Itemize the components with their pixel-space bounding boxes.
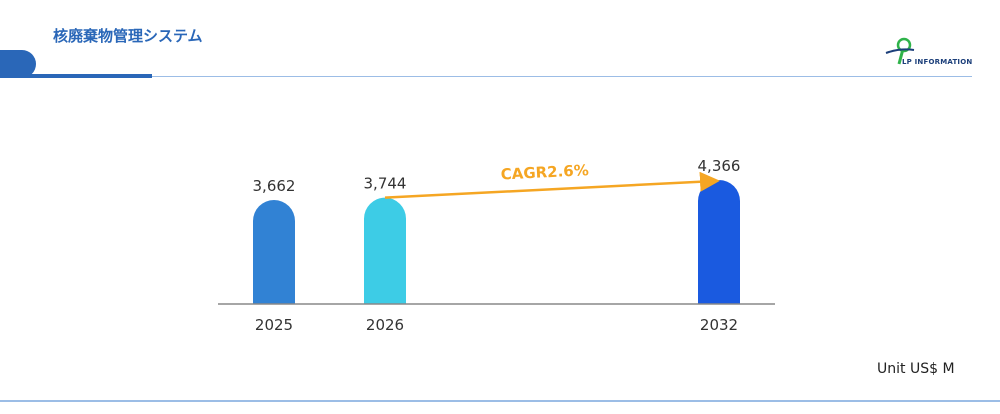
header-divider — [152, 76, 972, 77]
x-tick-label-2026: 2026 — [366, 316, 404, 334]
header-accent-bar — [0, 74, 152, 78]
bar-2025 — [253, 200, 295, 304]
x-tick-label-2025: 2025 — [255, 316, 293, 334]
slide-title: 核廃棄物管理システム — [53, 27, 203, 45]
unit-label: Unit US$ M — [877, 361, 955, 377]
data-label-2026: 3,744 — [364, 175, 407, 193]
bar-2032 — [698, 180, 740, 304]
cagr-arrow — [384, 171, 720, 199]
bar-2026 — [364, 197, 406, 304]
header-tab-decoration — [0, 50, 36, 78]
data-label-2032: 4,366 — [698, 157, 741, 175]
logo-mark-icon — [885, 37, 915, 65]
company-logo: LP INFORMATION — [884, 36, 984, 70]
cagr-label: CAGR2.6% — [500, 161, 589, 183]
x-tick-label-2032: 2032 — [700, 316, 738, 334]
logo-text: LP INFORMATION — [902, 58, 973, 66]
footer-divider — [0, 400, 1000, 402]
data-label-2025: 3,662 — [253, 177, 296, 195]
